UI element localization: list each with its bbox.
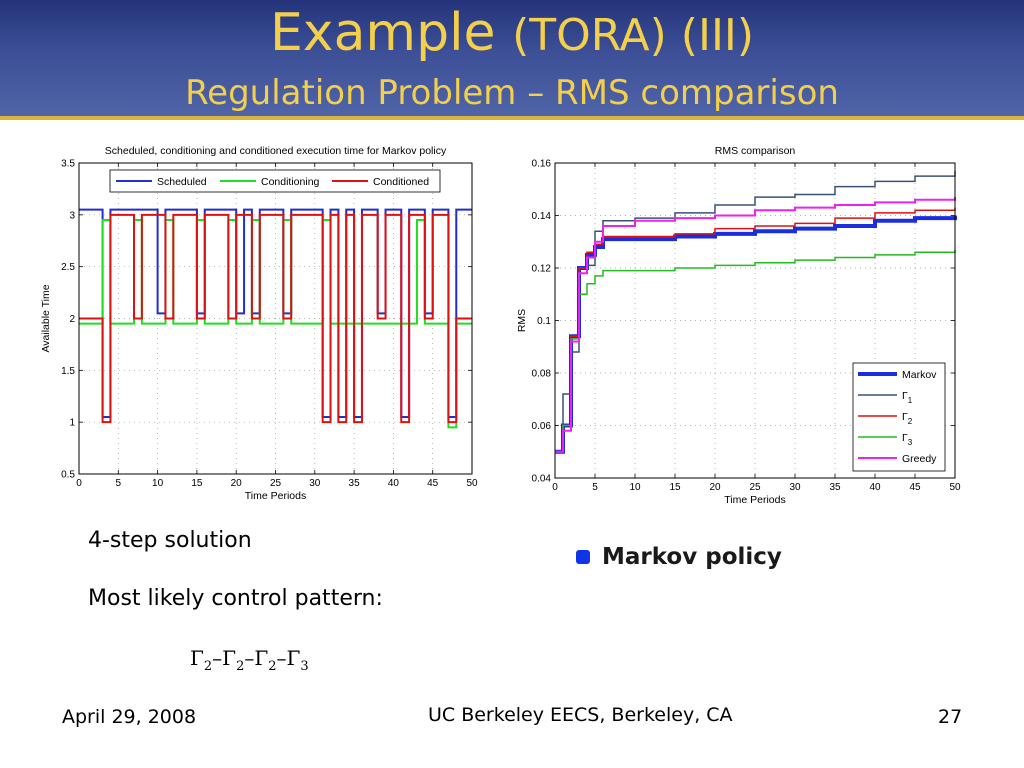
footer-affiliation: UC Berkeley EECS, Berkeley, CA [428, 704, 733, 726]
series-line-3 [555, 249, 956, 453]
slide-title-paren: (TORA) (III) [512, 10, 755, 61]
x-tick-label: 10 [629, 482, 641, 493]
y-tick-label: 0.1 [537, 316, 551, 327]
markov-square-icon [576, 550, 590, 564]
footer-page-number: 27 [938, 706, 963, 728]
y-tick-label: 1 [69, 418, 75, 429]
x-tick-label: 15 [669, 482, 681, 493]
legend-label-0: Scheduled [157, 176, 207, 188]
y-tick-label: 3 [69, 210, 75, 221]
y-tick-label: 0.14 [532, 211, 552, 222]
y-axis-label: Available Time [40, 284, 52, 352]
legend-label-1: Γ1 [902, 390, 913, 405]
x-tick-label: 0 [76, 478, 82, 489]
legend-label-subscript: 2 [908, 417, 913, 426]
chart-title: RMS comparison [715, 145, 796, 157]
x-tick-label: 40 [388, 478, 400, 489]
legend-label-2: Conditioned [373, 176, 429, 188]
x-tick-label: 30 [309, 478, 321, 489]
series-line-0 [79, 208, 472, 418]
y-tick-label: 0.16 [532, 159, 552, 170]
series-line-2 [555, 207, 956, 453]
y-tick-label: 0.12 [532, 264, 552, 275]
markov-policy-legend: Markov policy [576, 544, 782, 570]
y-tick-label: 3.5 [61, 159, 75, 170]
series-line-4 [555, 197, 956, 453]
x-tick-label: 40 [869, 482, 881, 493]
plot-frame [554, 162, 956, 479]
y-tick-label: 0.04 [532, 474, 552, 485]
slide-title: Example (TORA) (III) [0, 2, 1024, 67]
slide-subtitle: Regulation Problem – RMS comparison [185, 73, 839, 113]
x-tick-label: 30 [789, 482, 801, 493]
x-tick-label: 50 [949, 482, 961, 493]
control-pattern-formula: Γ2–Γ2–Γ2–Γ3 [190, 646, 309, 674]
x-tick-label: 45 [427, 478, 439, 489]
x-tick-label: 20 [709, 482, 721, 493]
x-tick-label: 5 [116, 478, 122, 489]
y-tick-label: 2.5 [61, 262, 75, 273]
y-tick-label: 0.06 [532, 421, 552, 432]
footer-date: April 29, 2008 [62, 706, 197, 728]
x-tick-label: 25 [749, 482, 761, 493]
legend-box [852, 362, 946, 472]
x-tick-label: 35 [829, 482, 841, 493]
y-tick-label: 0.08 [532, 369, 552, 380]
x-tick-label: 45 [909, 482, 921, 493]
text-control-pattern: Most likely control pattern: [88, 586, 383, 611]
legend-label-subscript: 1 [908, 396, 913, 405]
legend-label-4: Greedy [902, 453, 937, 465]
legend-box [109, 169, 441, 193]
x-tick-label: 15 [191, 478, 203, 489]
legend-label-2: Γ2 [902, 411, 913, 426]
plot-frame [78, 162, 473, 475]
x-tick-label: 10 [152, 478, 164, 489]
series-line-1 [79, 219, 472, 429]
x-axis-label: Time Periods [245, 490, 306, 502]
markov-policy-label: Markov policy [602, 544, 782, 570]
legend-label-1: Conditioning [261, 176, 320, 188]
y-tick-label: 0.5 [61, 470, 75, 481]
x-tick-label: 20 [231, 478, 243, 489]
x-tick-label: 25 [270, 478, 282, 489]
slide-header: Example (TORA) (III) Regulation Problem … [0, 0, 1024, 116]
x-tick-label: 0 [552, 482, 558, 493]
x-tick-label: 50 [466, 478, 478, 489]
text-four-step: 4-step solution [88, 528, 252, 553]
y-tick-label: 1.5 [61, 366, 75, 377]
legend-label-3: Γ3 [902, 432, 913, 447]
slide-title-main: Example [269, 3, 496, 63]
y-tick-label: 2 [69, 314, 75, 325]
x-tick-label: 5 [592, 482, 598, 493]
header-divider [0, 116, 1024, 120]
x-axis-label: Time Periods [724, 494, 785, 506]
y-axis-label: RMS [516, 309, 528, 332]
x-tick-label: 35 [349, 478, 361, 489]
series-line-2 [79, 213, 472, 424]
chart-title: Scheduled, conditioning and conditioned … [105, 145, 447, 157]
legend-label-subscript: 3 [908, 438, 913, 447]
legend-label-0: Markov [902, 369, 937, 381]
